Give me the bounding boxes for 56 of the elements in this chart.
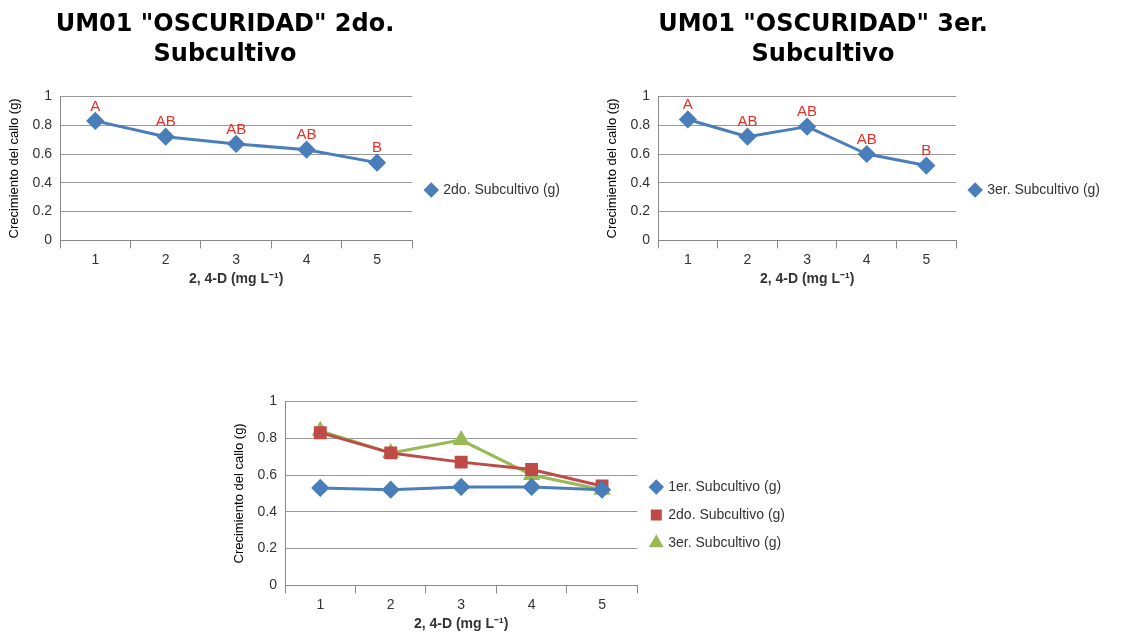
chart-title: UM01 "OSCURIDAD" 3er. Subcultivo: [657, 8, 989, 68]
y-axis-title: Crecimiento del callo (g): [604, 98, 620, 239]
y-tick-label: 0: [269, 576, 278, 593]
y-tick-label: 0.2: [257, 539, 278, 556]
annotation: AB: [797, 102, 818, 120]
x-tick-label: 5: [922, 250, 931, 267]
x-tick-label: 3: [803, 250, 812, 267]
x-tick-label: 4: [862, 250, 871, 267]
annotation: AB: [737, 112, 758, 130]
annotation: AB: [226, 119, 247, 137]
x-tick-label: 3: [232, 250, 241, 267]
y-tick-label: 0.4: [32, 173, 53, 190]
y-tick-label: 0.2: [630, 202, 651, 219]
x-tick-label: 2: [743, 250, 752, 267]
x-tick-label: 5: [373, 250, 382, 267]
legend-label: 2do. Subcultivo (g): [443, 180, 560, 197]
y-tick-label: 0: [642, 231, 651, 248]
legend-label: 3er. Subcultivo (g): [987, 180, 1101, 197]
y-tick-label: 0.8: [630, 116, 651, 133]
y-axis-title: Crecimiento del callo (g): [6, 98, 22, 239]
annotation: AB: [155, 112, 176, 130]
y-axis-title: Crecimiento del callo (g): [231, 423, 247, 564]
annotation: AB: [296, 125, 317, 143]
y-tick-label: 0.8: [257, 429, 278, 446]
y-tick-label: 0.2: [32, 202, 53, 219]
annotation: A: [682, 95, 693, 113]
x-tick-label: 4: [302, 250, 311, 267]
annotation: B: [372, 138, 383, 156]
y-tick-label: 0.6: [257, 465, 278, 482]
y-tick-label: 0.4: [630, 173, 651, 190]
y-tick-label: 1: [269, 392, 278, 409]
y-tick-label: 0.8: [32, 116, 53, 133]
y-tick-label: 1: [642, 87, 651, 104]
x-tick-label: 5: [598, 595, 607, 612]
annotation: A: [90, 96, 101, 114]
x-tick-label: 1: [91, 250, 100, 267]
x-tick-label: 3: [457, 595, 466, 612]
chart-title: UM01 "OSCURIDAD" 2do. Subcultivo: [55, 8, 395, 68]
y-tick-label: 0.6: [630, 144, 651, 161]
x-axis-title: 2, 4-D (mg L⁻¹): [188, 270, 284, 287]
annotation: AB: [856, 129, 877, 147]
legend-label: 3er. Subcultivo (g): [668, 533, 782, 550]
legend-label: 2do. Subcultivo (g): [668, 505, 785, 522]
x-tick-label: 2: [161, 250, 170, 267]
y-tick-label: 0: [44, 231, 53, 248]
y-tick-label: 0.6: [32, 144, 53, 161]
y-tick-label: 1: [44, 87, 53, 104]
x-tick-label: 1: [683, 250, 692, 267]
y-tick-label: 0.4: [257, 502, 278, 519]
x-tick-label: 2: [386, 595, 395, 612]
x-tick-label: 1: [316, 595, 325, 612]
x-tick-label: 4: [527, 595, 536, 612]
x-axis-title: 2, 4-D (mg L⁻¹): [759, 270, 855, 287]
legend-label: 1er. Subcultivo (g): [668, 477, 782, 494]
annotation: B: [921, 141, 932, 159]
x-axis-title: 2, 4-D (mg L⁻¹): [413, 615, 509, 632]
